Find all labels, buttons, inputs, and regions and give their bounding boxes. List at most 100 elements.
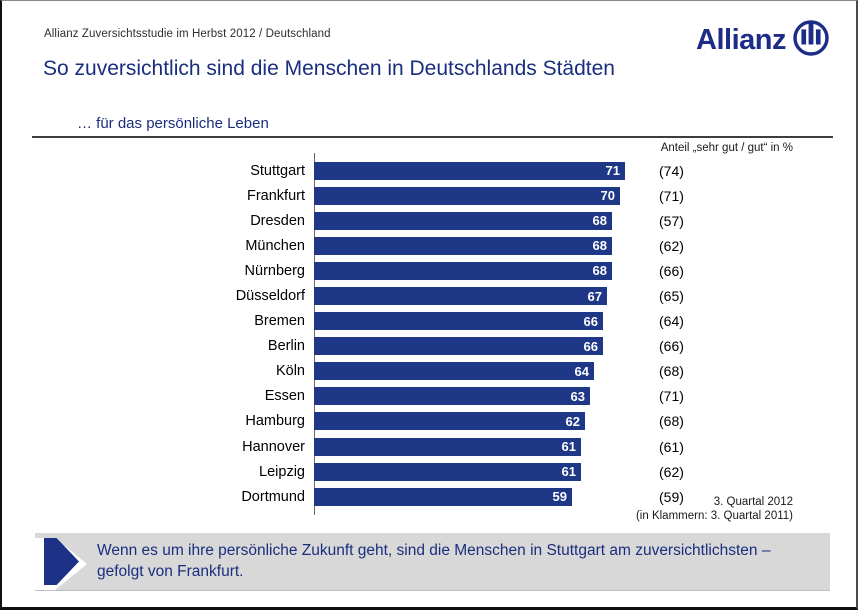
previous-quarter-value: (74)	[659, 162, 684, 179]
bar-value: 66	[583, 313, 598, 329]
bar-track: 63	[314, 387, 657, 406]
bar-track: 71	[314, 161, 657, 180]
bar: 68	[314, 236, 612, 255]
bar-track: 64	[314, 362, 657, 381]
bar: 68	[314, 261, 612, 280]
bar: 66	[314, 312, 603, 331]
chart-row: Berlin 66 (66)	[44, 334, 814, 359]
chart-row: Nürnberg 68 (66)	[44, 258, 814, 283]
value-note: Anteil „sehr gut / gut“ in %	[660, 142, 793, 154]
bar: 61	[314, 462, 581, 481]
bar-track: 70	[314, 186, 657, 205]
bar: 61	[314, 437, 581, 456]
study-eyebrow: Allianz Zuversichtsstudie im Herbst 2012…	[44, 28, 331, 40]
bar-track: 61	[314, 462, 657, 481]
chart-subtitle: … für das persönliche Leben	[77, 115, 269, 132]
bar-track: 62	[314, 412, 657, 431]
chart-row: Düsseldorf 67 (65)	[44, 283, 814, 308]
category-label: Nürnberg	[244, 262, 305, 279]
category-label: Essen	[264, 388, 305, 405]
allianz-wordmark: Allianz	[696, 24, 786, 56]
bar-value: 59	[552, 489, 567, 505]
previous-quarter-value: (66)	[659, 338, 684, 355]
chart-row: Stuttgart 71 (74)	[44, 158, 814, 183]
bar-value: 62	[565, 413, 580, 429]
chart-axis-line	[314, 153, 315, 515]
chart-row: München 68 (62)	[44, 233, 814, 258]
arrow-right-icon	[44, 538, 79, 585]
page-title: So zuversichtlich sind die Menschen in D…	[43, 57, 615, 80]
bar-value: 68	[592, 213, 607, 229]
bar: 64	[314, 362, 594, 381]
bar: 66	[314, 337, 603, 356]
category-label: Hamburg	[245, 413, 305, 430]
chart-row: Leipzig 61 (62)	[44, 459, 814, 484]
chart-row: Köln 64 (68)	[44, 359, 814, 384]
previous-quarter-value: (66)	[659, 262, 684, 279]
category-label: Hannover	[242, 438, 305, 455]
bar: 70	[314, 186, 620, 205]
chart-row: Dortmund 59 (59)	[44, 484, 814, 509]
category-label: Frankfurt	[246, 187, 305, 204]
bar: 59	[314, 487, 572, 506]
bar: 68	[314, 211, 612, 230]
category-label: Leipzig	[259, 463, 305, 480]
category-label: Düsseldorf	[235, 288, 305, 305]
previous-quarter-value: (59)	[659, 488, 684, 505]
divider-line	[32, 136, 833, 138]
category-label: Köln	[275, 363, 305, 380]
chart-row: Hamburg 62 (68)	[44, 409, 814, 434]
chart-row: Dresden 68 (57)	[44, 208, 814, 233]
category-label: Berlin	[267, 338, 305, 355]
previous-quarter-value: (64)	[659, 313, 684, 330]
bar-track: 68	[314, 211, 657, 230]
bar-value: 63	[570, 388, 585, 404]
bar-value: 64	[574, 363, 589, 379]
category-label: München	[245, 237, 305, 254]
previous-quarter-value: (62)	[659, 237, 684, 254]
bar-track: 66	[314, 312, 657, 331]
chart-row: Hannover 61 (61)	[44, 434, 814, 459]
bar-value: 67	[587, 288, 602, 304]
allianz-eagle-icon	[792, 19, 830, 62]
chart-row: Essen 63 (71)	[44, 384, 814, 409]
footnote-line2: (in Klammern: 3. Quartal 2011)	[635, 510, 793, 522]
chart-rows: Stuttgart 71 (74) Frankfurt 70 (71) Dresden 68 (…	[44, 158, 814, 509]
category-label: Stuttgart	[250, 162, 305, 179]
bar: 67	[314, 287, 607, 306]
bar-value: 68	[592, 238, 607, 254]
bar-chart: Stuttgart 71 (74) Frankfurt 70 (71) Dresden 68 (…	[44, 158, 814, 509]
allianz-logo: Allianz	[696, 19, 830, 62]
bar-value: 66	[583, 338, 598, 354]
previous-quarter-value: (57)	[659, 212, 684, 229]
previous-quarter-value: (68)	[659, 363, 684, 380]
footnote-line1: 3. Quartal 2012	[713, 496, 793, 508]
bar-value: 70	[600, 188, 615, 204]
category-label: Dresden	[250, 212, 305, 229]
previous-quarter-value: (71)	[659, 187, 684, 204]
source-footnote: 3. Quartal 2012 (in Klammern: 3. Quartal…	[636, 495, 793, 523]
previous-quarter-value: (71)	[659, 388, 684, 405]
bar-value: 68	[592, 263, 607, 279]
bar-value: 61	[561, 439, 576, 455]
bar: 71	[314, 161, 625, 180]
bar-value: 71	[605, 163, 620, 179]
previous-quarter-value: (62)	[659, 463, 684, 480]
bar: 63	[314, 387, 590, 406]
bar: 62	[314, 412, 585, 431]
bar-track: 66	[314, 337, 657, 356]
previous-quarter-value: (65)	[659, 288, 684, 305]
summary-callout: Wenn es um ihre persönliche Zukunft geht…	[35, 533, 830, 591]
category-label: Dortmund	[241, 488, 305, 505]
chart-row: Frankfurt 70 (71)	[44, 183, 814, 208]
chart-row: Bremen 66 (64)	[44, 309, 814, 334]
bar-track: 68	[314, 236, 657, 255]
bar-track: 67	[314, 287, 657, 306]
bar-track: 61	[314, 437, 657, 456]
category-label: Bremen	[254, 313, 305, 330]
previous-quarter-value: (68)	[659, 413, 684, 430]
previous-quarter-value: (61)	[659, 438, 684, 455]
bar-value: 61	[561, 464, 576, 480]
bar-track: 68	[314, 261, 657, 280]
